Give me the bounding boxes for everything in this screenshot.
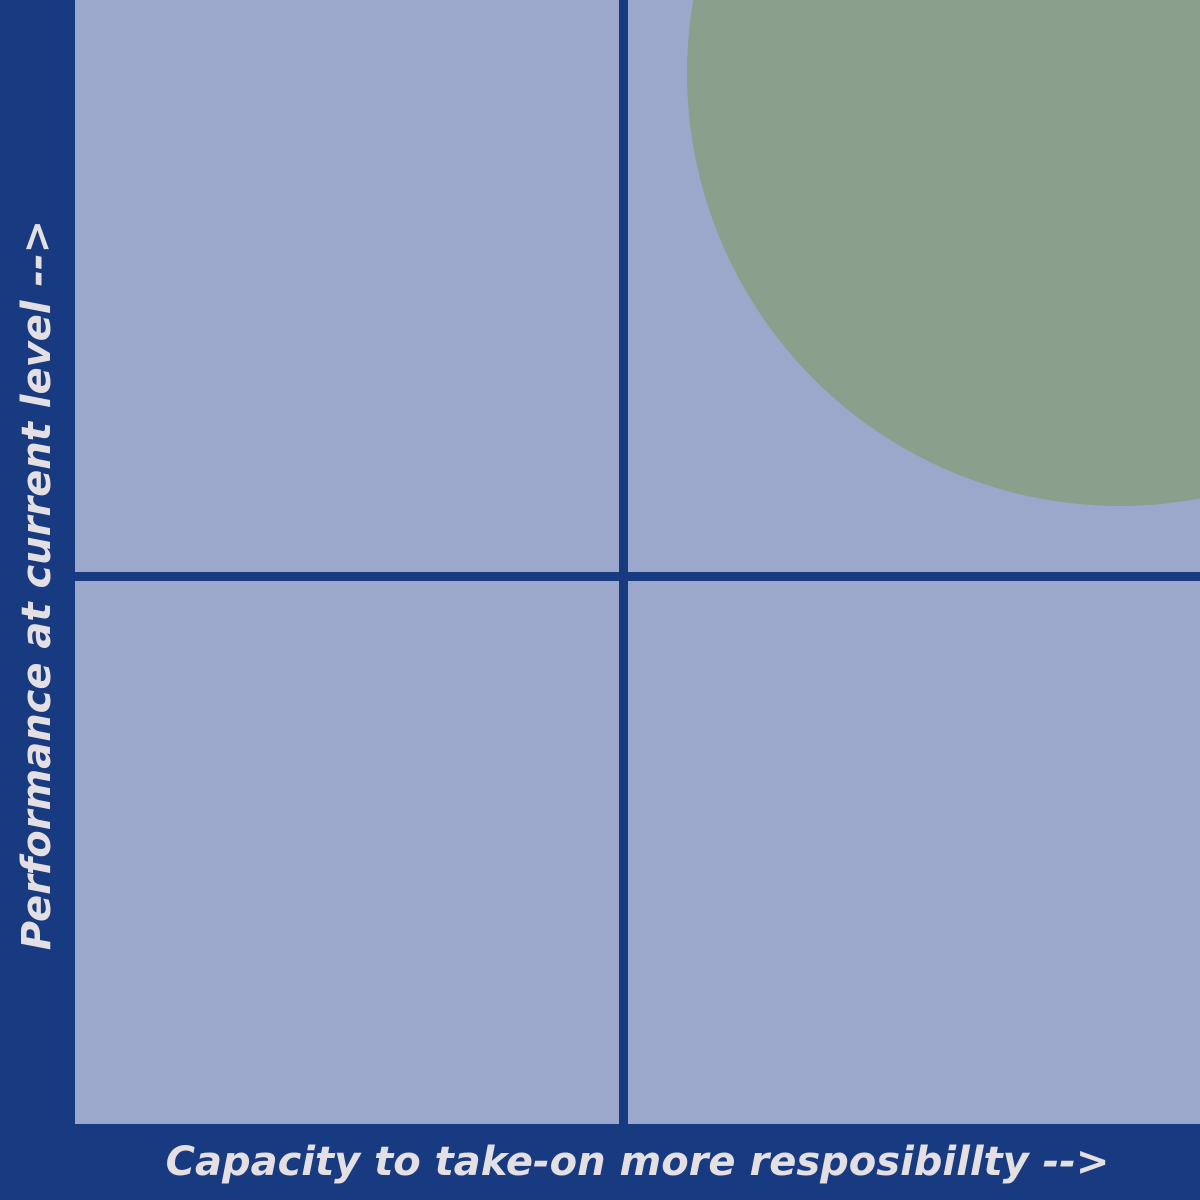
quadrant-bottom-left bbox=[75, 581, 619, 1124]
x-axis-label: Capacity to take-on more resposibillty -… bbox=[165, 1139, 1110, 1185]
quadrant-bottom-right bbox=[628, 581, 1200, 1124]
quadrant-top-right bbox=[628, 0, 1200, 572]
y-axis-label: Performance at current level --> bbox=[14, 219, 60, 951]
quadrant-top-left bbox=[75, 0, 619, 572]
highlight-circle bbox=[687, 0, 1200, 506]
